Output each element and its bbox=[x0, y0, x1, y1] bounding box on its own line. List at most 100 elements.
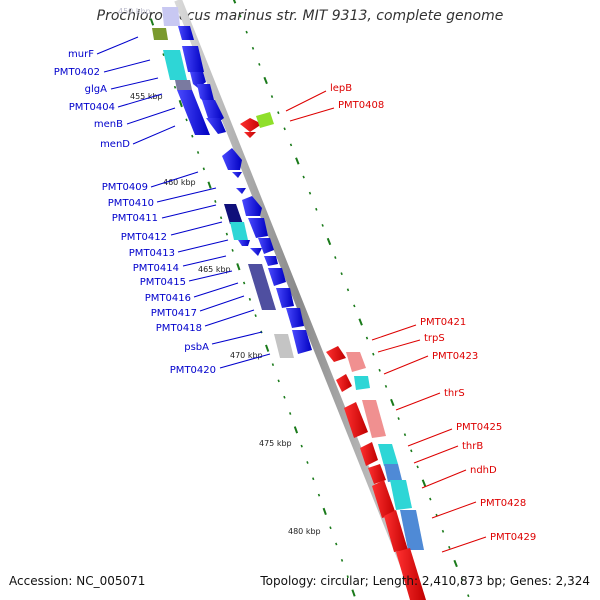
feature-PMT0409-small[interactable] bbox=[232, 172, 242, 178]
feature-PMT0412-cyan[interactable] bbox=[230, 222, 248, 240]
inner-tick-mark bbox=[202, 167, 205, 171]
gene-label-murF[interactable]: murF bbox=[68, 49, 94, 60]
feature-PMT0425[interactable] bbox=[378, 444, 398, 466]
inner-tick-mark bbox=[254, 314, 257, 318]
gene-label-ndhD[interactable]: ndhD bbox=[470, 465, 497, 476]
gene-label-PMT0416[interactable]: PMT0416 bbox=[145, 293, 191, 304]
inner-tick-mark bbox=[248, 297, 252, 301]
leader-line bbox=[199, 295, 245, 312]
feature-PMT0411-dark[interactable] bbox=[224, 204, 243, 224]
gene-label-PMT0421[interactable]: PMT0421 bbox=[420, 317, 466, 328]
gene-label-glgA[interactable]: glgA bbox=[85, 84, 107, 95]
outer-tick-mark bbox=[340, 272, 343, 276]
feature-PMT0410[interactable] bbox=[236, 188, 246, 194]
outer-tick-mark bbox=[289, 143, 293, 147]
feature-lepB-small[interactable] bbox=[244, 132, 256, 138]
gene-label-trpS[interactable]: trpS bbox=[424, 333, 445, 344]
feature-PMT0429[interactable] bbox=[396, 548, 426, 600]
outer-tick-mark bbox=[321, 223, 324, 227]
feature-PMT0413-b[interactable] bbox=[258, 238, 274, 254]
gene-label-PMT0423[interactable]: PMT0423 bbox=[432, 351, 478, 362]
feature-ndhD[interactable] bbox=[390, 480, 412, 510]
feature-PMT0423[interactable] bbox=[354, 376, 370, 390]
feature-top-blue[interactable] bbox=[178, 26, 194, 40]
gene-label-PMT0411[interactable]: PMT0411 bbox=[112, 213, 158, 224]
gene-label-PMT0420[interactable]: PMT0420 bbox=[170, 365, 216, 376]
feature-thrB-red[interactable] bbox=[368, 464, 386, 484]
inner-tick-mark bbox=[191, 134, 194, 138]
genome-summary-text: Topology: circular; Length: 2,410,873 bp… bbox=[260, 574, 590, 588]
gene-label-PMT0412[interactable]: PMT0412 bbox=[121, 232, 167, 243]
gene-label-menD[interactable]: menD bbox=[100, 139, 130, 150]
feature-PMT0402[interactable] bbox=[163, 50, 187, 80]
feature-PMT0413[interactable] bbox=[238, 240, 250, 246]
gene-label-PMT0425[interactable]: PMT0425 bbox=[456, 422, 502, 433]
gene-label-PMT0429[interactable]: PMT0429 bbox=[490, 532, 536, 543]
gene-label-thrB[interactable]: thrB bbox=[462, 441, 483, 452]
leader-line bbox=[377, 339, 421, 353]
outer-tick-track bbox=[232, 0, 470, 598]
leader-line bbox=[110, 77, 159, 90]
leader-line bbox=[117, 93, 163, 108]
feature-PMT0420[interactable] bbox=[292, 330, 312, 354]
feature-PMT0404[interactable] bbox=[177, 90, 210, 135]
feature-top-lavender[interactable] bbox=[162, 7, 180, 26]
feature-PMT0404-b[interactable] bbox=[197, 84, 214, 104]
gene-label-PMT0418[interactable]: PMT0418 bbox=[156, 323, 202, 334]
gene-label-PMT0404[interactable]: PMT0404 bbox=[69, 102, 115, 113]
left-gene-labels: murF PMT0402 glgA PMT0404 menB menD PMT0… bbox=[54, 36, 271, 376]
outer-tick-mark bbox=[315, 207, 318, 211]
kbp-label-470: 470 kbp bbox=[230, 351, 263, 360]
feature-PMT0415[interactable] bbox=[264, 256, 278, 266]
gene-label-menB[interactable]: menB bbox=[94, 119, 123, 130]
gene-label-PMT0413[interactable]: PMT0413 bbox=[129, 248, 175, 259]
inner-tick-mark bbox=[231, 248, 234, 252]
feature-PMT0428[interactable] bbox=[400, 510, 424, 550]
feature-glgA[interactable] bbox=[175, 80, 192, 90]
feature-ndhD-red[interactable] bbox=[372, 480, 396, 518]
inner-tick-mark bbox=[346, 575, 349, 579]
feature-psbA-gray[interactable] bbox=[274, 334, 294, 358]
leader-line bbox=[421, 469, 467, 489]
gene-label-PMT0409[interactable]: PMT0409 bbox=[102, 182, 148, 193]
outer-tick-mark bbox=[353, 304, 356, 308]
feature-lepB[interactable] bbox=[240, 118, 262, 132]
outer-tick-mark bbox=[239, 14, 242, 18]
feature-menD[interactable] bbox=[206, 118, 226, 134]
feature-PMT0416[interactable] bbox=[248, 264, 276, 310]
feature-trpS[interactable] bbox=[346, 352, 366, 372]
gene-label-PMT0417[interactable]: PMT0417 bbox=[151, 308, 197, 319]
feature-thrB[interactable] bbox=[384, 464, 402, 482]
outer-tick-mark bbox=[390, 398, 395, 407]
feature-PMT0411[interactable] bbox=[242, 196, 262, 216]
feature-PMT0417[interactable] bbox=[276, 288, 294, 308]
feature-PMT0409[interactable] bbox=[222, 148, 242, 170]
gene-label-PMT0410[interactable]: PMT0410 bbox=[108, 198, 154, 209]
gene-label-PMT0408[interactable]: PMT0408 bbox=[338, 100, 384, 111]
gene-label-PMT0415[interactable]: PMT0415 bbox=[140, 277, 186, 288]
feature-PMT0414[interactable] bbox=[250, 248, 262, 256]
feature-thrS-red[interactable] bbox=[344, 402, 368, 438]
feature-PMT0418[interactable] bbox=[286, 308, 304, 328]
outer-tick-mark bbox=[467, 594, 470, 598]
leader-line bbox=[371, 324, 417, 341]
gene-label-PMT0428[interactable]: PMT0428 bbox=[480, 498, 526, 509]
feature-PMT0423-red[interactable] bbox=[336, 374, 352, 392]
gene-label-thrS[interactable]: thrS bbox=[444, 388, 465, 399]
feature-PMT0421[interactable] bbox=[326, 346, 346, 362]
outer-tick-mark bbox=[277, 111, 280, 115]
gene-label-lepB[interactable]: lepB bbox=[330, 83, 352, 94]
feature-PMT0402-b[interactable] bbox=[182, 46, 204, 72]
inner-tick-mark bbox=[214, 200, 217, 203]
feature-PMT0408[interactable] bbox=[256, 112, 274, 128]
feature-thrS[interactable] bbox=[362, 400, 386, 438]
feature-murF[interactable] bbox=[152, 28, 168, 40]
feature-PMT0428-red[interactable] bbox=[384, 510, 408, 552]
feature-PMT0416-b[interactable] bbox=[268, 268, 286, 286]
feature-PMT0425-red[interactable] bbox=[360, 442, 378, 466]
gene-label-PMT0402[interactable]: PMT0402 bbox=[54, 67, 100, 78]
feature-PMT0412[interactable] bbox=[248, 218, 268, 238]
inner-tick-mark bbox=[277, 379, 280, 383]
gene-label-PMT0414[interactable]: PMT0414 bbox=[133, 263, 179, 274]
gene-label-psbA[interactable]: psbA bbox=[184, 342, 209, 353]
